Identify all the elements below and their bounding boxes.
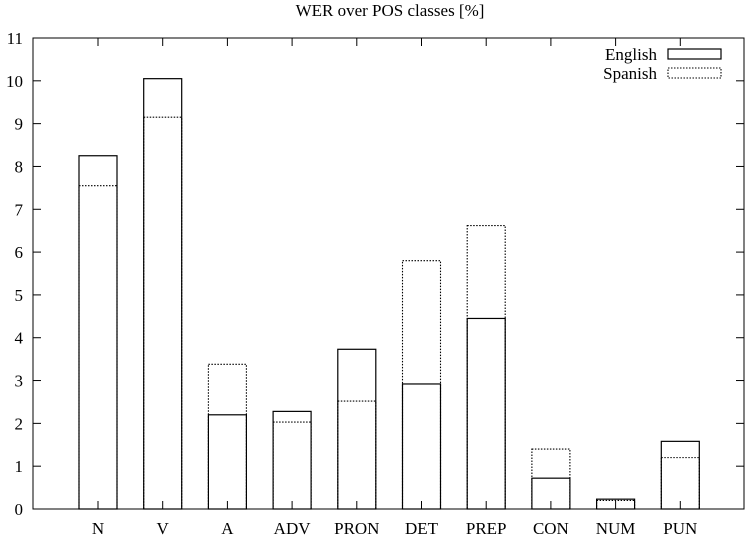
x-tick-label: N [92,519,104,538]
x-tick-label: PREP [466,519,507,538]
bar-english [531,477,571,510]
y-tick-label: 3 [15,372,24,391]
bar-english [660,440,700,510]
bar-spanish [531,448,571,510]
bar-spanish [78,185,118,510]
bar-english [207,414,247,510]
y-tick-label: 9 [15,115,24,134]
chart-title: WER over POS classes [%] [296,1,485,20]
y-tick-label: 2 [15,414,24,433]
y-tick-label: 1 [15,457,24,476]
x-tick-label: NUM [596,519,636,538]
bar-spanish [337,400,377,510]
bar-spanish [272,421,312,510]
plot-frame [32,37,745,510]
legend-swatch [667,67,722,79]
plot-area: 0 1 2 3 4 5 6 7 8 9 10 11 N V A ADV PRON DET PREP CON NUM PUN [6,29,745,538]
y-tick-label: 6 [15,243,24,262]
x-tick-label: PUN [663,519,697,538]
bar-spanish [660,457,700,510]
bar-english [337,348,377,510]
legend-swatch [667,48,722,60]
x-tick-label: CON [533,519,569,538]
legend-label: English [605,45,657,64]
y-tick-label: 0 [15,500,24,519]
y-tick-label: 8 [15,157,24,176]
bar-spanish [143,116,183,510]
bar-english [466,317,506,510]
y-tick-label: 5 [15,286,24,305]
x-tick-label: ADV [274,519,312,538]
x-tick-label: PRON [334,519,379,538]
x-tick-label: A [221,519,234,538]
x-tick-label: V [157,519,170,538]
bar-english [595,498,636,510]
bar-english [143,78,183,510]
bar-english [272,410,312,510]
bar-spanish [596,499,636,510]
bar-english [78,155,118,510]
bar-spanish [207,363,247,510]
bar-english [401,383,442,510]
y-tick-label: 11 [7,29,23,48]
y-tick-label: 7 [15,200,24,219]
bar-spanish [466,224,506,510]
legend-label: Spanish [603,64,657,83]
y-tick-label: 10 [6,72,23,91]
x-tick-label: DET [405,519,439,538]
y-tick-label: 4 [15,329,24,348]
bar-spanish [401,260,442,510]
